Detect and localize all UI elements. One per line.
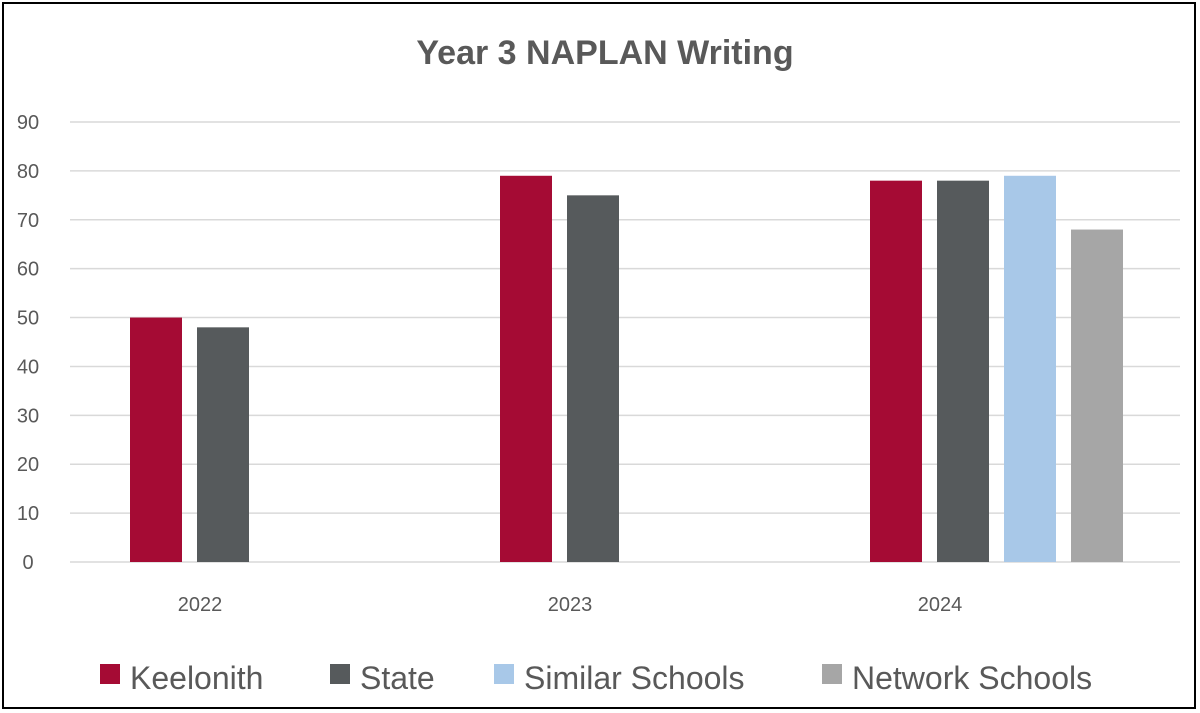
- y-tick-label: 50: [17, 308, 39, 330]
- x-tick-label: 2024: [918, 594, 963, 616]
- bar-chart: Year 3 NAPLAN Writing 0 10 20 30 40 50 60 70 80 9…: [17, 34, 1180, 696]
- y-tick-label: 0: [22, 552, 33, 574]
- y-tick-label: 10: [17, 503, 39, 525]
- gridlines: [70, 121, 1180, 563]
- y-axis-ticks: 0 10 20 30 40 50 60 70 80 90: [17, 112, 39, 574]
- bar-keelonith-2023: [500, 175, 552, 562]
- y-tick-label: 30: [17, 405, 39, 427]
- chart-title: Year 3 NAPLAN Writing: [416, 34, 793, 72]
- bar-network-schools-2024: [1071, 229, 1123, 563]
- legend-swatch: [330, 664, 350, 684]
- legend-swatch: [494, 664, 514, 684]
- y-tick-label: 60: [17, 259, 39, 281]
- y-tick-label: 90: [17, 112, 39, 134]
- bar-keelonith-2022: [130, 317, 182, 562]
- legend-swatch: [100, 664, 120, 684]
- bars: [130, 175, 1123, 563]
- bar-state-2024: [937, 180, 989, 562]
- x-tick-label: 2022: [178, 594, 223, 616]
- bar-state-2023: [567, 195, 619, 563]
- x-tick-label: 2023: [548, 594, 593, 616]
- y-tick-label: 70: [17, 210, 39, 232]
- y-tick-label: 20: [17, 454, 39, 476]
- legend-swatch: [822, 664, 842, 684]
- y-tick-label: 40: [17, 356, 39, 378]
- x-axis-ticks: 2022 2023 2024: [178, 594, 963, 616]
- bar-state-2022: [197, 327, 249, 562]
- y-tick-label: 80: [17, 161, 39, 183]
- legend-label: State: [360, 660, 435, 696]
- legend-label: Network Schools: [852, 660, 1092, 696]
- legend-label: Keelonith: [130, 660, 263, 696]
- bar-keelonith-2024: [870, 180, 922, 562]
- legend-label: Similar Schools: [524, 660, 745, 696]
- bar-similar-schools-2024: [1004, 175, 1056, 562]
- legend: Keelonith State Similar Schools Network Sch…: [100, 660, 1092, 696]
